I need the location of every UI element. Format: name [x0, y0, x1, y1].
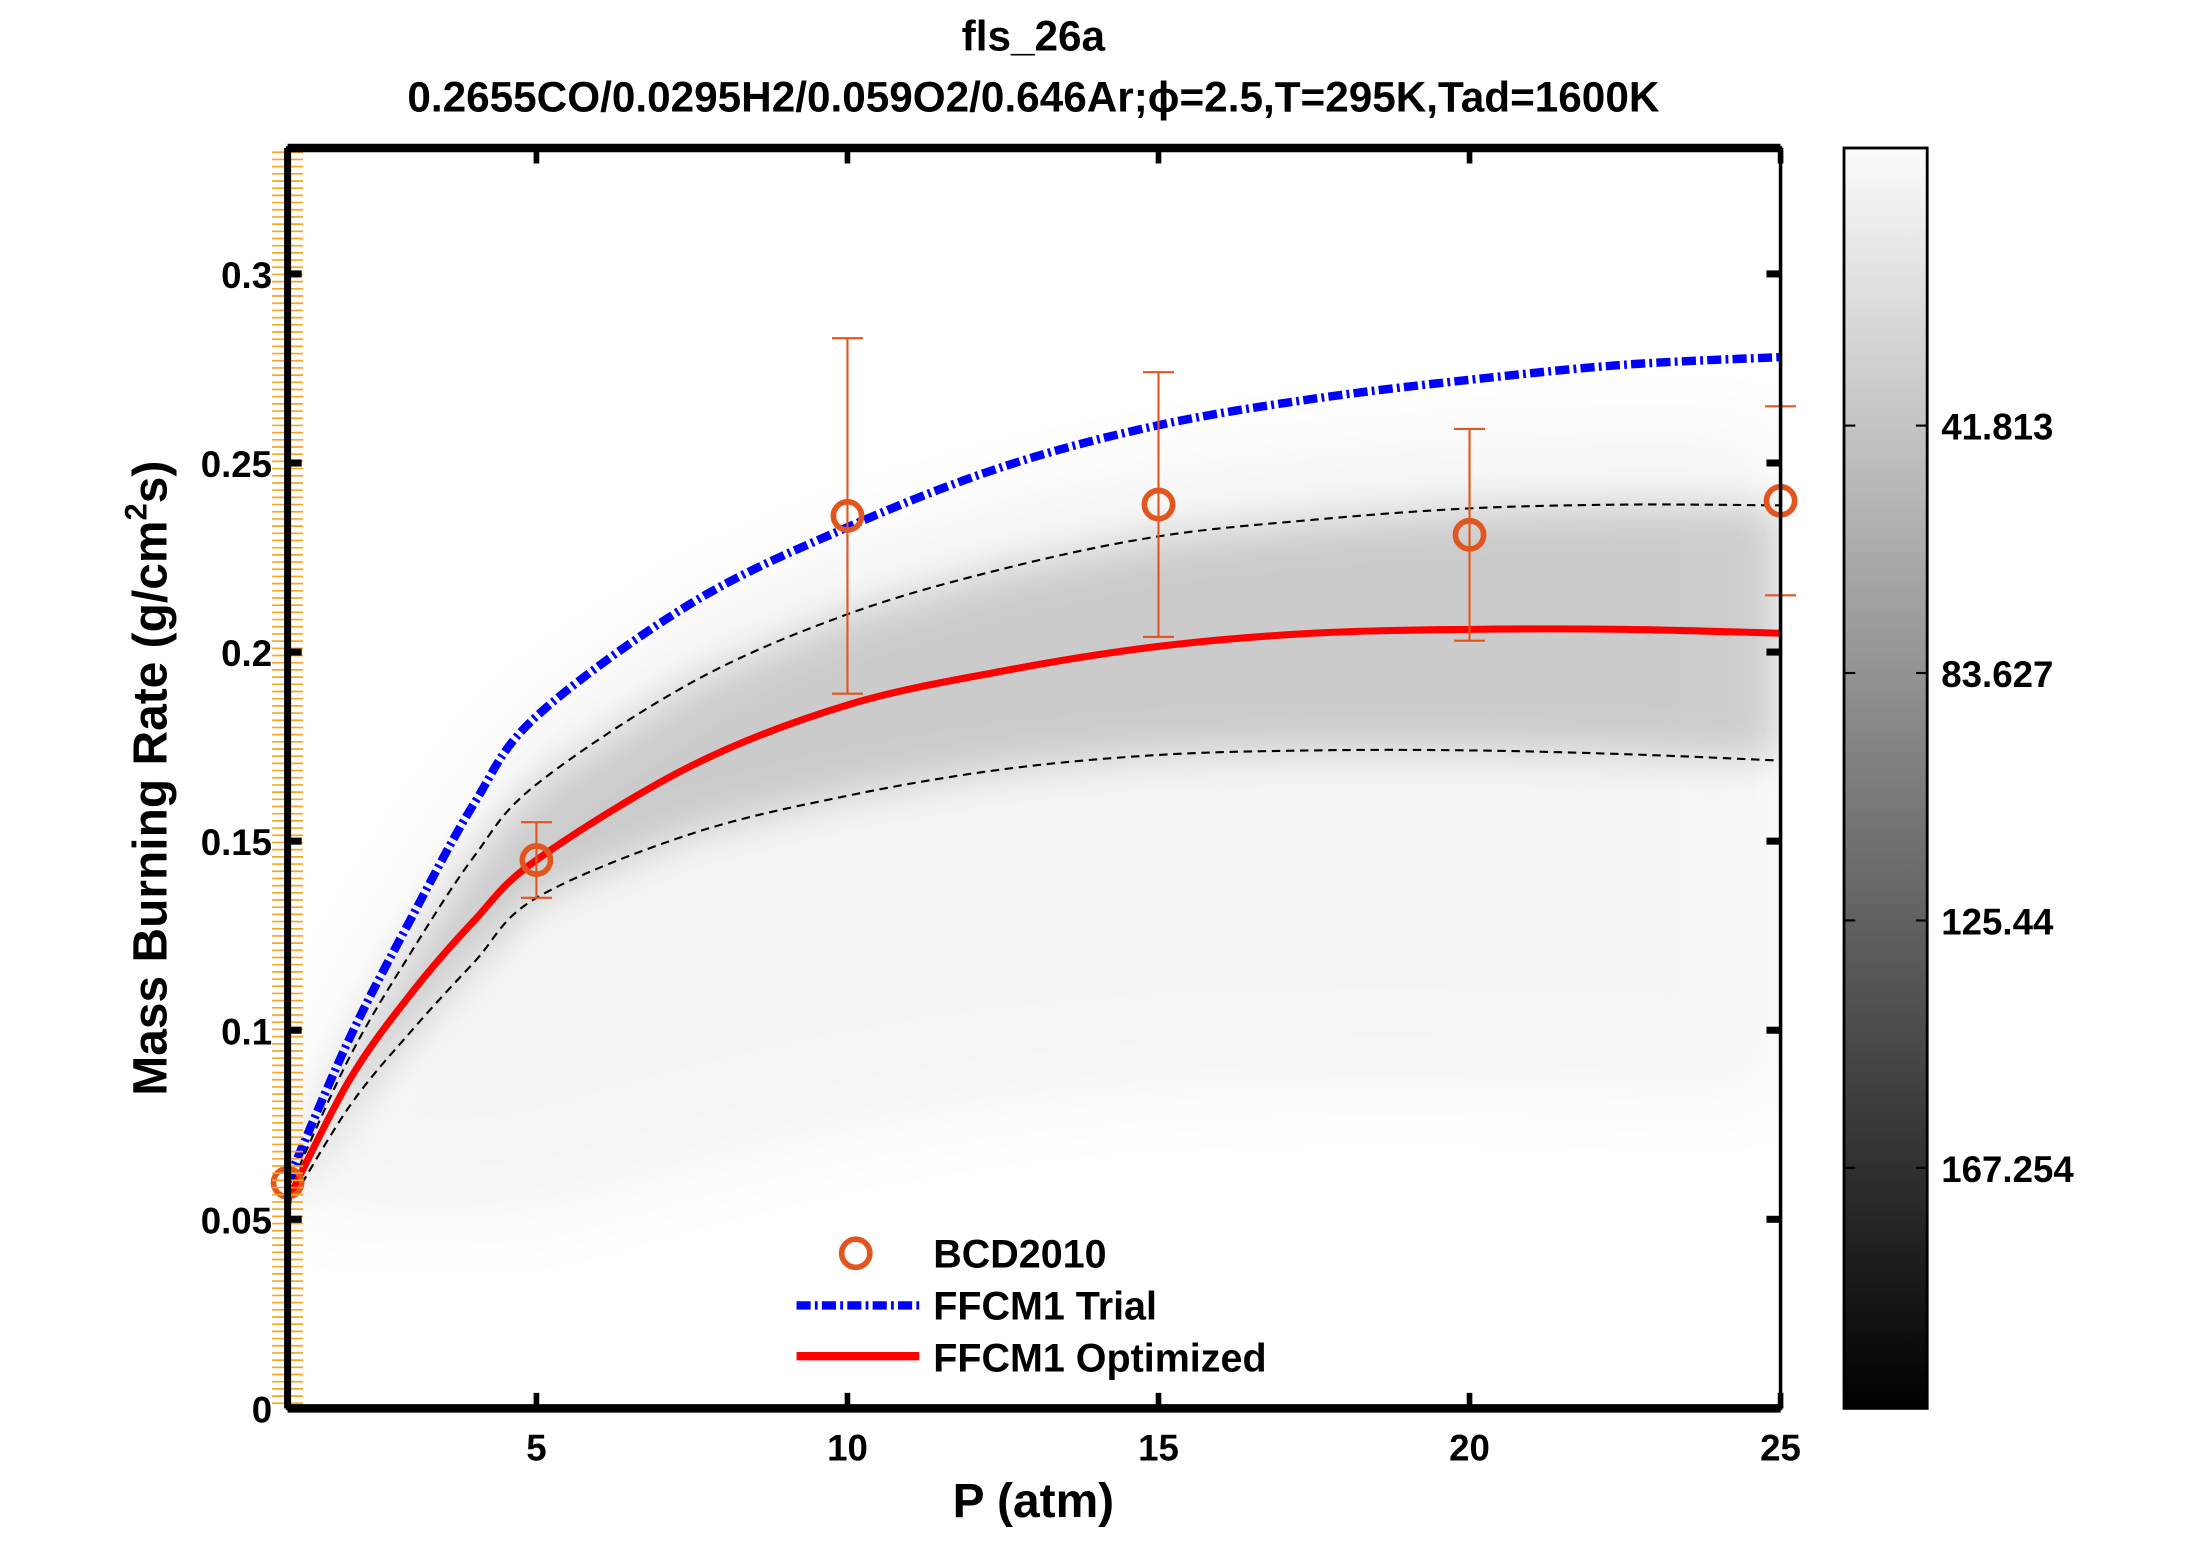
legend-label-trial: FFCM1 Trial: [933, 1285, 1157, 1329]
legend-marker-bcd2010: [838, 1236, 873, 1271]
optimized-line: [284, 625, 1781, 1202]
chart-subtitle: 0.2655CO/0.0295H2/0.059O2/0.646Ar;ϕ=2.5,…: [407, 73, 1659, 120]
y-tick-label: 0.05: [201, 1200, 272, 1241]
x-axis-label: P (atm): [953, 1475, 1115, 1528]
y-tick-label: 0.3: [221, 255, 272, 296]
colorbar-tick-label: 41.813: [1941, 407, 2053, 448]
colorbar: 41.813 83.627 125.44 167.254: [1842, 146, 2074, 1410]
x-tick-label: 15: [1138, 1428, 1179, 1469]
legend: BCD2010 FFCM1 Trial FFCM1 Optimized: [796, 1232, 1267, 1381]
uncertainty-band: [287, 504, 1781, 1208]
y-tick-label: 0: [252, 1389, 272, 1430]
x-tick-label: 5: [526, 1428, 546, 1469]
x-tick-label: 10: [827, 1428, 868, 1469]
data-point-bcd2010: [1141, 487, 1176, 522]
data-point-bcd2010: [830, 499, 865, 533]
data-point-bcd2010: [519, 843, 554, 877]
data-point-bcd2010: [1452, 517, 1487, 552]
colorbar-gradient: [1842, 146, 1929, 1410]
legend-label-bcd2010: BCD2010: [933, 1232, 1106, 1276]
y-tick-label: 0.15: [201, 822, 272, 863]
y-tick-label: 0.2: [221, 633, 272, 674]
x-tick-label: 20: [1449, 1428, 1490, 1469]
colorbar-tick-label: 125.44: [1941, 902, 2054, 943]
lower-bound-line: [286, 748, 1781, 1209]
chart-title: fls_26a: [962, 13, 1106, 60]
y-tick-label: 0.1: [221, 1011, 272, 1052]
x-tick-label: 25: [1760, 1428, 1801, 1469]
colorbar-tick-label: 167.254: [1941, 1149, 2074, 1190]
y-axis-label: Mass Burning Rate (g/cm2s): [119, 461, 178, 1096]
legend-label-optimized: FFCM1 Optimized: [933, 1337, 1266, 1381]
colorbar-tick-label: 83.627: [1941, 654, 2053, 695]
y-tick-label: 0.25: [201, 444, 272, 485]
axes: 5 10 15 20 25 0 0.05 0.1 0.15 0.2 0.25 0.3: [201, 143, 1801, 1469]
plot-area: [270, 337, 1798, 1220]
